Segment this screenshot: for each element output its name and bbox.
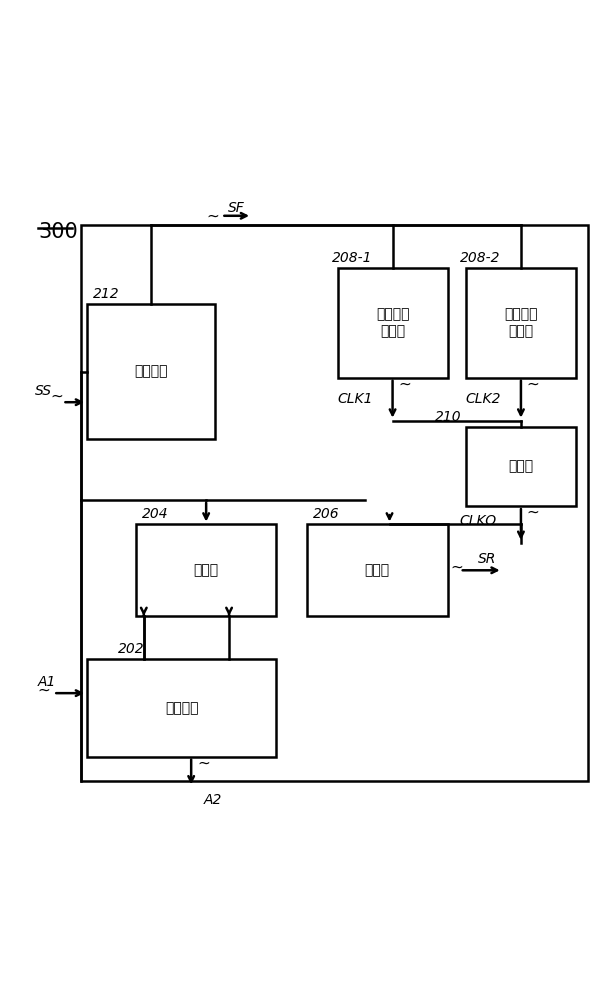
Text: 切换器: 切换器 (508, 459, 534, 473)
Bar (466, 427, 576, 506)
Text: 触控装置: 触控装置 (165, 701, 198, 715)
Text: SF: SF (228, 201, 245, 215)
Bar (87, 659, 276, 757)
Text: ~: ~ (206, 208, 219, 223)
Text: 212: 212 (93, 287, 120, 301)
Bar (466, 268, 576, 378)
Text: ~: ~ (527, 505, 540, 520)
Text: 202: 202 (117, 642, 144, 656)
Bar (307, 524, 448, 616)
Text: SR: SR (478, 552, 497, 566)
Text: CLKO: CLKO (460, 514, 497, 528)
Text: SS: SS (35, 384, 52, 398)
Text: ~: ~ (451, 560, 463, 575)
Text: 接收器: 接收器 (365, 563, 390, 577)
Text: 发射器: 发射器 (193, 563, 219, 577)
Text: 微控制器: 微控制器 (134, 365, 168, 379)
Text: 206: 206 (313, 507, 340, 521)
Text: ~: ~ (197, 755, 210, 770)
Text: ~: ~ (50, 389, 63, 404)
Text: ~: ~ (398, 376, 411, 391)
Text: 时钟脉冲
产生器: 时钟脉冲 产生器 (376, 308, 410, 338)
Text: A2: A2 (203, 793, 222, 807)
Text: 208-2: 208-2 (460, 251, 500, 265)
Bar (81, 225, 588, 781)
Bar (87, 304, 216, 439)
Text: 时钟脉冲
产生器: 时钟脉冲 产生器 (504, 308, 538, 338)
Text: 300: 300 (38, 222, 78, 242)
Text: A1: A1 (38, 675, 56, 689)
Bar (136, 524, 276, 616)
Text: ~: ~ (38, 683, 50, 698)
Text: 210: 210 (435, 410, 462, 424)
Text: 204: 204 (142, 507, 169, 521)
Text: CLK2: CLK2 (466, 392, 502, 406)
Text: ~: ~ (527, 376, 540, 391)
Bar (338, 268, 448, 378)
Text: 208-1: 208-1 (332, 251, 372, 265)
Text: CLK1: CLK1 (338, 392, 373, 406)
